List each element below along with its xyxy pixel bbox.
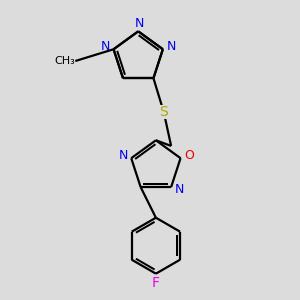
Text: N: N [175, 183, 184, 196]
Text: N: N [167, 40, 176, 53]
Text: F: F [152, 276, 160, 290]
Text: S: S [159, 105, 168, 119]
Text: O: O [184, 149, 194, 162]
Text: N: N [100, 40, 110, 53]
Text: N: N [135, 17, 144, 31]
Text: N: N [118, 149, 128, 162]
Text: CH₃: CH₃ [55, 56, 75, 66]
